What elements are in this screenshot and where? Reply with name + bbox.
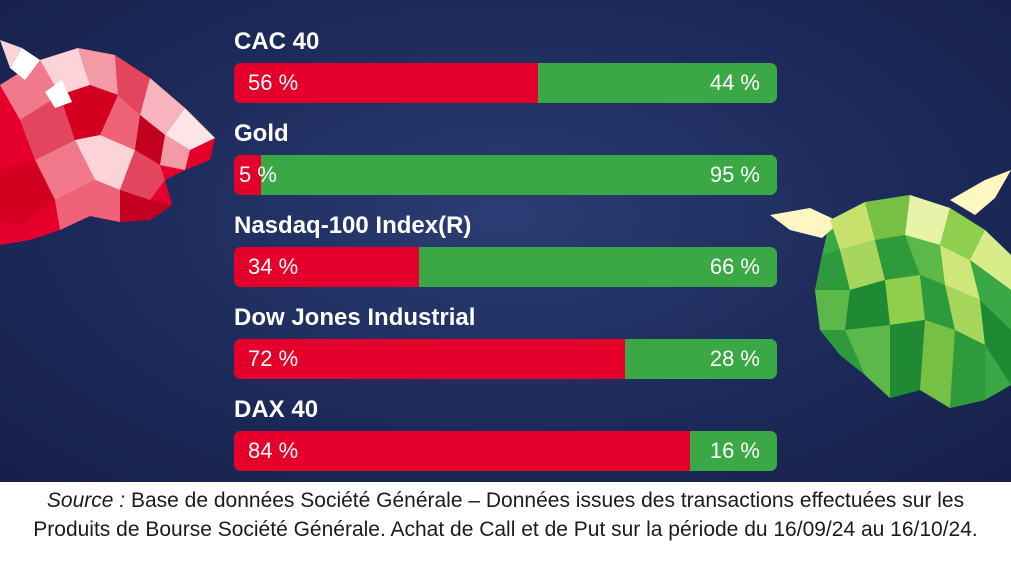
bar-segment-green bbox=[624, 339, 777, 379]
chart-panel: CAC 40 56 % 44 % Gold 5 % 95 % Nasdaq-100 Inde… bbox=[0, 0, 1011, 482]
chart-row: Dow Jones Industrial 72 % 28 % bbox=[234, 300, 777, 392]
bar-segment-green bbox=[538, 63, 777, 103]
bar-value-red: 56 % bbox=[248, 70, 299, 95]
bar-segment-red bbox=[234, 339, 625, 379]
bar-value-green: 16 % bbox=[709, 438, 760, 463]
bar-value-green: 44 % bbox=[709, 70, 760, 95]
bar-value-green: 66 % bbox=[709, 254, 760, 279]
bar-segment-green bbox=[261, 155, 777, 195]
category-label: Gold bbox=[234, 120, 289, 147]
bear-icon bbox=[0, 40, 215, 245]
bull-icon bbox=[770, 170, 1011, 408]
bar-segment-red bbox=[234, 63, 539, 103]
bar-segment-green bbox=[418, 247, 777, 287]
bar-track: 72 % 28 % bbox=[234, 339, 777, 379]
source-line-2: Produits de Bourse Société Générale. Ach… bbox=[33, 518, 978, 541]
bar-value-red: 84 % bbox=[248, 438, 299, 463]
stacked-bar-chart: CAC 40 56 % 44 % Gold 5 % 95 % Nasdaq-100 Inde… bbox=[234, 24, 777, 482]
chart-row: Gold 5 % 95 % bbox=[234, 116, 777, 208]
bar-track: 5 % 95 % bbox=[234, 155, 777, 195]
bar-segment-red bbox=[234, 247, 419, 287]
category-label: CAC 40 bbox=[234, 28, 320, 55]
bar-track: 84 % 16 % bbox=[234, 431, 777, 471]
category-label: DAX 40 bbox=[234, 396, 319, 423]
category-label: Nasdaq-100 Index(R) bbox=[234, 212, 472, 239]
bar-segment-red bbox=[234, 431, 691, 471]
bar-value-green: 95 % bbox=[709, 162, 760, 187]
chart-row: Nasdaq-100 Index(R) 34 % 66 % bbox=[234, 208, 777, 300]
category-label: Dow Jones Industrial bbox=[234, 304, 476, 331]
source-label: Source : bbox=[46, 489, 126, 512]
bar-value-green: 28 % bbox=[709, 346, 760, 371]
source-line-1: Base de données Société Générale – Donné… bbox=[125, 489, 965, 512]
bar-value-red: 5 % bbox=[239, 162, 277, 187]
bar-track: 34 % 66 % bbox=[234, 247, 777, 287]
source-note: Source : Base de données Société Général… bbox=[0, 486, 1011, 544]
bar-value-red: 34 % bbox=[248, 254, 299, 279]
bar-segment-green bbox=[690, 431, 777, 471]
bar-segment-red bbox=[234, 155, 262, 195]
bar-value-red: 72 % bbox=[248, 346, 299, 371]
bar-track: 56 % 44 % bbox=[234, 63, 777, 103]
chart-row: CAC 40 56 % 44 % bbox=[234, 24, 777, 116]
chart-row: DAX 40 84 % 16 % bbox=[234, 392, 777, 482]
